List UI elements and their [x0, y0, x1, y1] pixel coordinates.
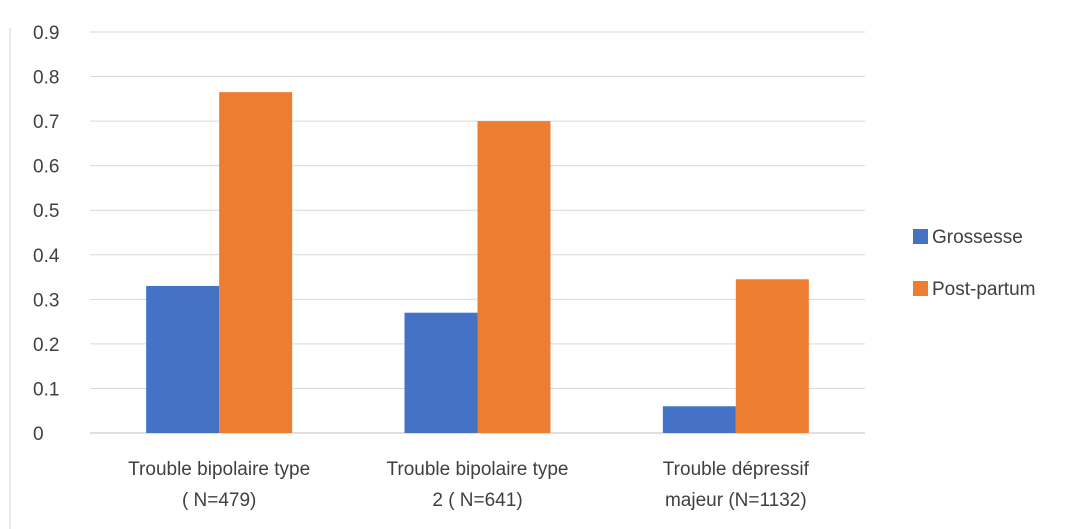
bars [146, 92, 809, 434]
legend-swatch [913, 281, 928, 296]
y-axis-tick-labels: 0 0.1 0.2 0.3 0.4 0.5 0.6 0.7 0.8 0.9 [33, 23, 60, 445]
bar-grossesse-3 [662, 406, 736, 433]
legend-swatch [913, 229, 928, 244]
y-tick-label: 0.9 [33, 23, 59, 44]
legend: Grossesse Post-partum [913, 227, 1035, 300]
y-tick-label: 0.1 [33, 379, 59, 400]
category-label: ( N=479) [182, 490, 256, 511]
bar-grossesse-1 [146, 285, 220, 433]
x-axis-category-labels: Trouble bipolaire type ( N=479) Trouble bi… [128, 459, 809, 511]
bar-post-partum-1 [219, 92, 293, 434]
bar-grossesse-2 [404, 312, 478, 433]
bar-post-partum-3 [735, 279, 809, 433]
y-tick-label: 0.8 [33, 68, 59, 89]
y-tick-label: 0 [33, 424, 44, 445]
bar-post-partum-2 [477, 121, 551, 433]
category-label: Trouble bipolaire type [128, 459, 310, 480]
y-tick-label: 0.5 [33, 201, 59, 222]
category-label: Trouble dépressif [663, 459, 810, 480]
y-tick-label: 0.6 [33, 157, 59, 178]
y-tick-label: 0.4 [33, 246, 60, 267]
y-tick-label: 0.2 [33, 335, 59, 356]
category-label: Trouble bipolaire type [386, 459, 568, 480]
category-label: majeur (N=1132) [665, 490, 807, 511]
category-label: 2 ( N=641) [432, 490, 522, 511]
legend-label: Grossesse [932, 227, 1023, 248]
legend-label: Post-partum [932, 279, 1035, 300]
y-tick-label: 0.3 [33, 290, 59, 311]
y-tick-label: 0.7 [33, 112, 59, 133]
